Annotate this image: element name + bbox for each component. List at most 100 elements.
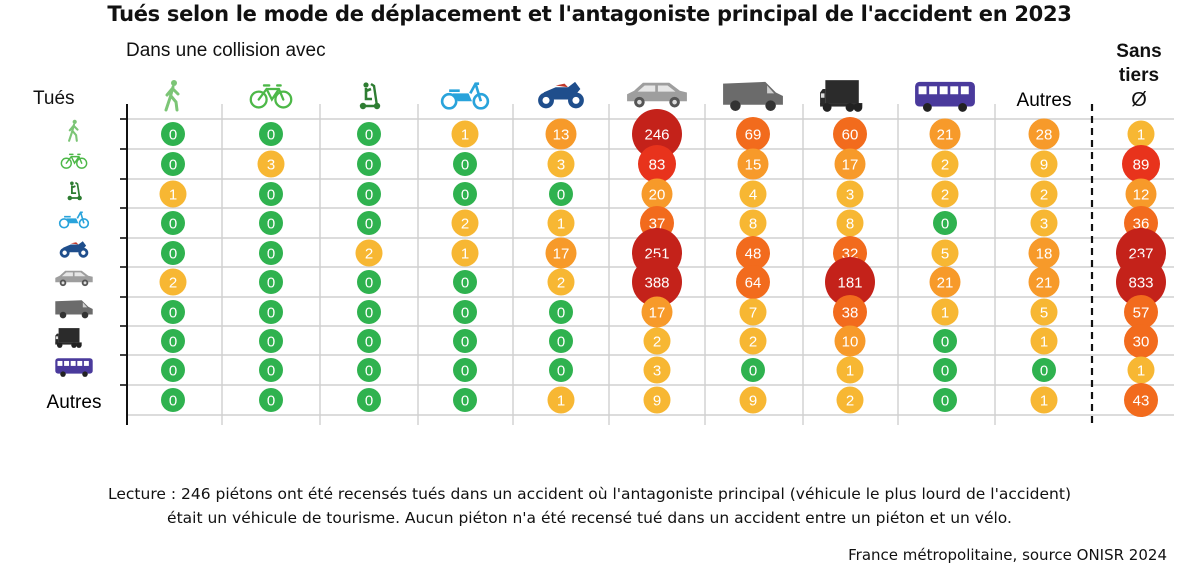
pedestrian-icon [68, 119, 79, 142]
bubble-mark [357, 388, 381, 412]
van-icon [723, 81, 783, 111]
bubble-mark [643, 356, 671, 384]
bubble-cell: 0 [161, 388, 185, 412]
bubble-cell: 2 [643, 327, 671, 355]
bubble-value-label: 0 [461, 187, 469, 204]
bubble-value-label: 0 [267, 393, 275, 410]
bubble-value-label: 0 [365, 393, 373, 410]
scooter-icon [359, 82, 381, 110]
bubble-mark [453, 358, 477, 382]
bubble-cell: 0 [453, 388, 477, 412]
bubble-value-label: 1 [1040, 334, 1048, 351]
bubble-mark [259, 329, 283, 353]
bubble-value-label: 30 [1133, 334, 1150, 351]
bubble-cell: 2 [931, 150, 959, 178]
bubble-value-label: 0 [169, 216, 177, 233]
bubble-value-label: 3 [557, 157, 565, 174]
bubble-value-label: 0 [461, 334, 469, 351]
bubble-value-label: 21 [937, 127, 954, 144]
bubble-value-label: 38 [842, 305, 859, 322]
truck-icon [820, 80, 863, 112]
bubble-value-label: 43 [1133, 393, 1150, 410]
bubble-mark [833, 117, 867, 151]
bubble-mark [641, 296, 673, 328]
bubble-cell: 21 [929, 118, 961, 150]
bubble-cell: 18 [1028, 237, 1060, 269]
bubble-cell: 8 [739, 209, 767, 237]
bubble-value-label: 0 [365, 275, 373, 292]
bubble-value-label: 64 [745, 275, 762, 292]
bubble-cell: 38 [833, 295, 867, 329]
bubble-mark [159, 180, 187, 208]
bubble-cell: 21 [929, 266, 961, 298]
bubble-value-label: 0 [941, 216, 949, 233]
bubble-value-label: 2 [461, 216, 469, 233]
bubble-mark [259, 358, 283, 382]
scooter-icon [67, 181, 82, 201]
bubble-mark [549, 329, 573, 353]
bubble-value-label: 1 [461, 127, 469, 144]
bubble-cell: 388 [632, 257, 682, 307]
bubble-value-label: 0 [749, 363, 757, 380]
bubble-cell: 0 [453, 182, 477, 206]
bubble-cell: 0 [357, 211, 381, 235]
bubble-cell: 0 [933, 388, 957, 412]
bubble-cell: 0 [357, 182, 381, 206]
bubble-cell: 1 [451, 120, 479, 148]
bubble-cell: 2 [159, 268, 187, 296]
bubble-cell: 1 [159, 180, 187, 208]
bubble-cell: 0 [259, 211, 283, 235]
bubble-value-label: 246 [644, 127, 669, 144]
bubble-mark [453, 152, 477, 176]
bubble-mark [929, 118, 961, 150]
bubble-cell: 0 [161, 300, 185, 324]
bus-icon [915, 81, 975, 112]
bubble-cell: 0 [259, 122, 283, 146]
bubble-cell: 1 [1127, 120, 1155, 148]
bubble-mark [159, 268, 187, 296]
bubble-cell: 0 [453, 358, 477, 382]
bubble-cell: 0 [741, 358, 765, 382]
bubble-cell: 1 [836, 356, 864, 384]
bubble-cell: 2 [836, 386, 864, 414]
bubble-cell: 15 [737, 148, 769, 180]
bubble-value-label: 0 [1040, 363, 1048, 380]
bubble-cell: 13 [545, 118, 577, 150]
bubble-cell: 64 [736, 265, 770, 299]
bubble-mark [834, 325, 866, 357]
bubble-mark [933, 329, 957, 353]
bubble-cell: 2 [547, 268, 575, 296]
bubble-mark [451, 120, 479, 148]
bubble-cell: 1 [1127, 356, 1155, 384]
bubble-cell: 3 [257, 150, 285, 178]
bubble-value-label: 17 [553, 246, 570, 263]
bubble-cell: 0 [357, 122, 381, 146]
bubble-mark [1127, 356, 1155, 384]
bubble-mark [641, 178, 673, 210]
motorcycle-icon [538, 81, 584, 109]
bubble-value-label: 0 [169, 334, 177, 351]
bubble-cell: 0 [453, 329, 477, 353]
bubble-mark [643, 327, 671, 355]
bubble-mark [161, 152, 185, 176]
bubble-value-label: 4 [749, 187, 757, 204]
bicycle-icon [249, 84, 293, 109]
bubble-mark [259, 211, 283, 235]
bubble-mark [357, 211, 381, 235]
bubble-mark [1030, 209, 1058, 237]
bubble-mark [929, 266, 961, 298]
bubble-value-label: 2 [941, 157, 949, 174]
bubble-mark [836, 209, 864, 237]
bubble-value-label: 83 [649, 157, 666, 174]
bubble-cell: 0 [933, 329, 957, 353]
bubble-value-label: 0 [169, 305, 177, 322]
bubble-value-label: 0 [461, 305, 469, 322]
sans-tiers-label-line2: tiers [1118, 65, 1160, 86]
bubble-value-label: 21 [937, 275, 954, 292]
bubble-value-label: 0 [267, 127, 275, 144]
bubble-value-label: 1 [941, 305, 949, 322]
bubble-value-label: 18 [1036, 246, 1053, 263]
bubble-cell: 0 [453, 270, 477, 294]
bubble-cell: 10 [834, 325, 866, 357]
bubble-mark [545, 118, 577, 150]
